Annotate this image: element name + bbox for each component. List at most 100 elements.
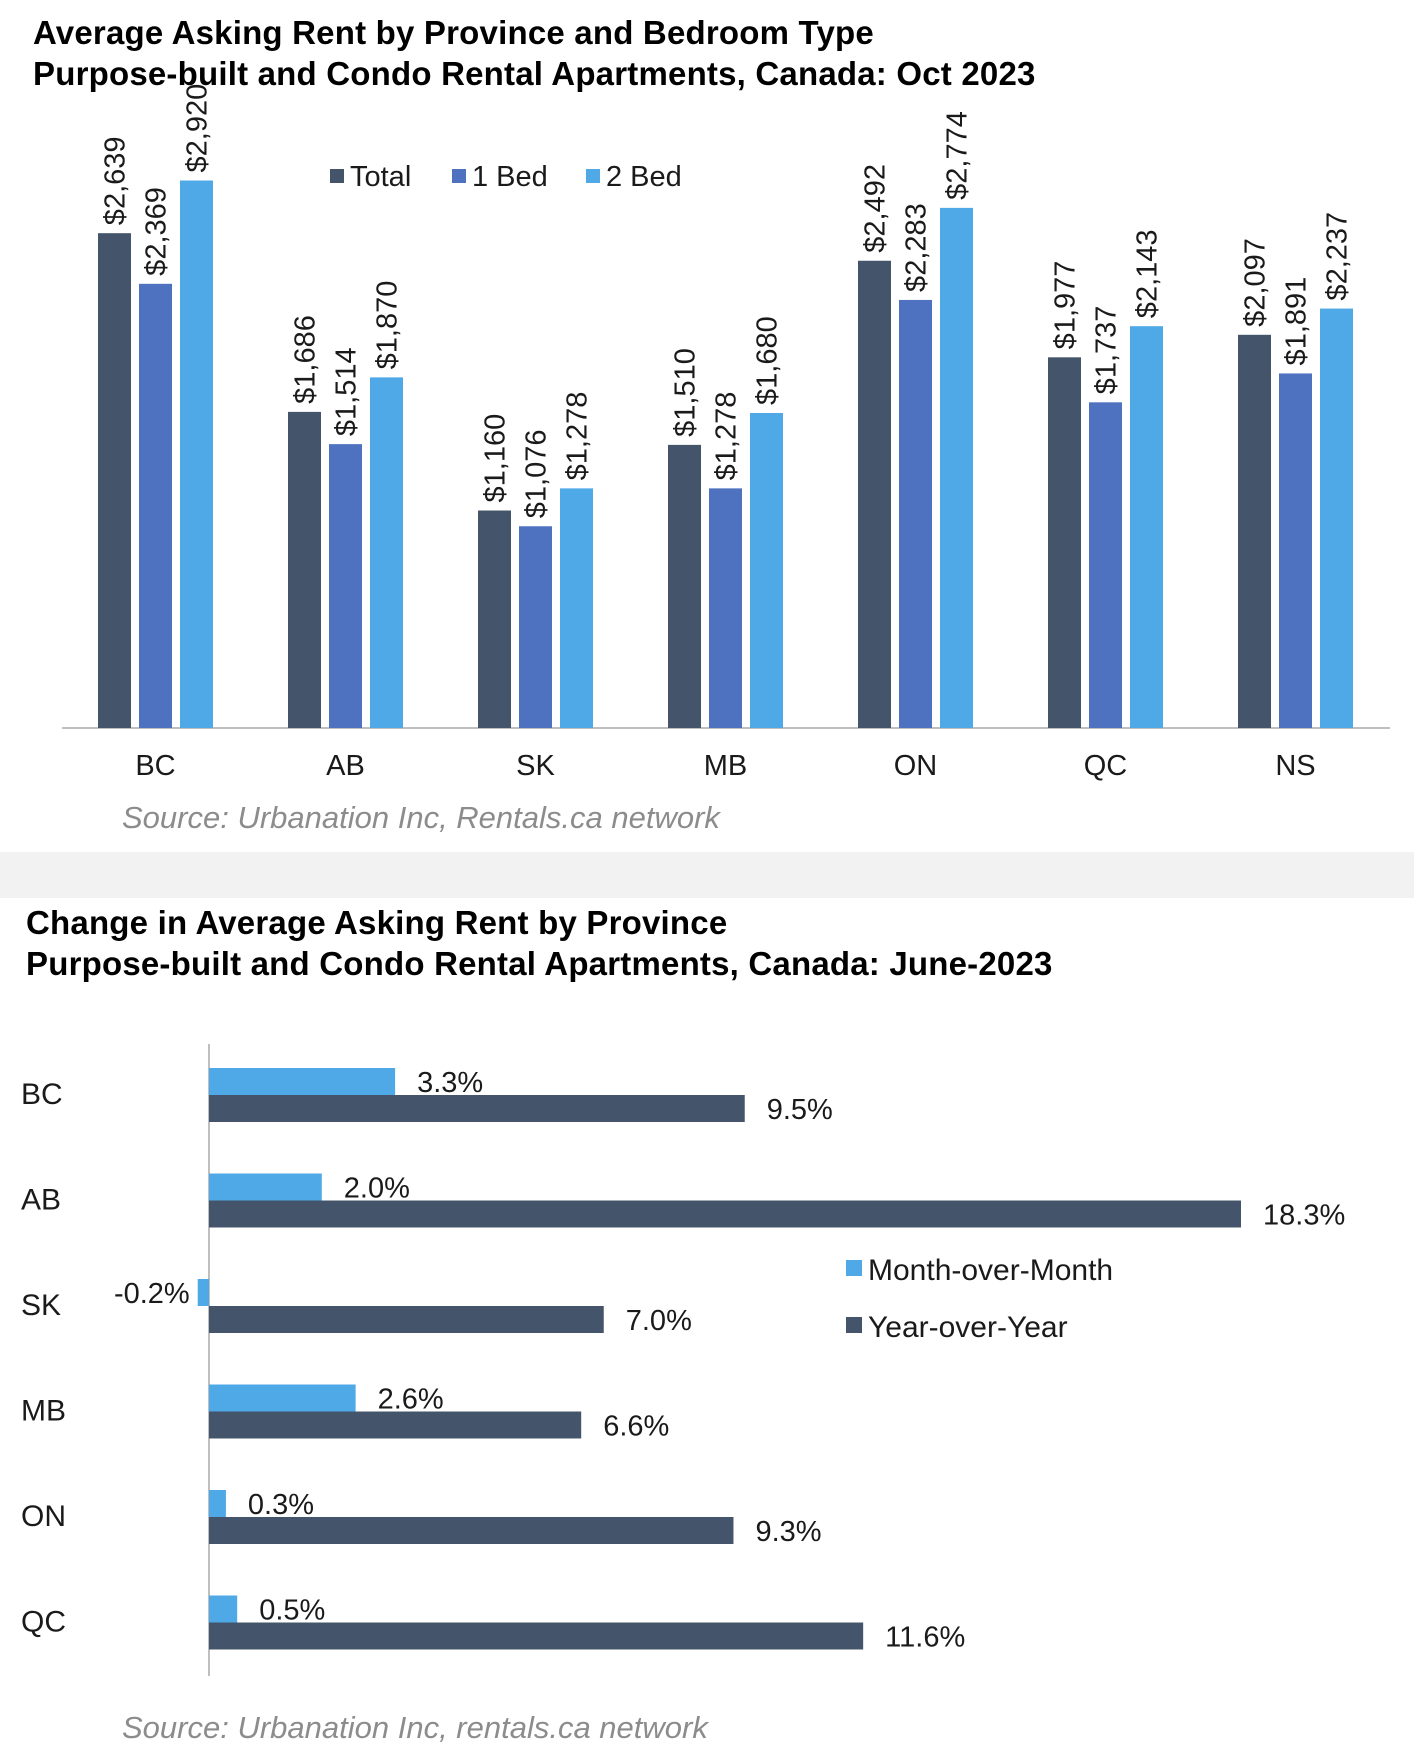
x-tick-label: SK	[516, 750, 555, 782]
legend-swatch-1-bed	[452, 169, 466, 183]
data-label: 0.3%	[248, 1489, 314, 1521]
chart2-subtitle: Purpose-built and Condo Rental Apartment…	[26, 945, 1053, 982]
chart1-subtitle: Purpose-built and Condo Rental Apartment…	[33, 55, 1036, 92]
data-label: 2.6%	[378, 1384, 444, 1416]
bar-ns-1-bed	[1279, 373, 1312, 728]
y-tick-label: QC	[21, 1606, 66, 1639]
chart1-title: Average Asking Rent by Province and Bedr…	[33, 12, 1036, 94]
x-tick-label: MB	[704, 750, 748, 782]
data-label: $2,774	[942, 111, 974, 200]
x-tick-label: NS	[1275, 750, 1315, 782]
data-label: 6.6%	[603, 1411, 669, 1443]
bar-bc-2-bed	[180, 180, 213, 728]
legend-label-total: Total	[350, 161, 411, 193]
data-label: $1,076	[521, 430, 553, 519]
x-tick-label: QC	[1084, 750, 1128, 782]
data-label: -0.2%	[114, 1278, 190, 1310]
data-label: $1,891	[1281, 277, 1313, 366]
data-label: $2,920	[182, 84, 214, 173]
data-label: $1,278	[711, 392, 743, 481]
data-label: 11.6%	[885, 1622, 965, 1654]
x-tick-label: AB	[326, 750, 365, 782]
bar-on-month-over-month	[209, 1490, 226, 1517]
bar-sk-1-bed	[519, 526, 552, 728]
data-label: 7.0%	[626, 1305, 692, 1337]
data-label: 9.5%	[767, 1094, 833, 1126]
y-tick-label: AB	[21, 1184, 61, 1217]
bar-qc-total	[1048, 357, 1081, 728]
rent-change-chart-panel: Change in Average Asking Rent by Provinc…	[0, 898, 1414, 1762]
bar-ns-total	[1238, 334, 1271, 728]
bar-bc-1-bed	[139, 283, 172, 728]
panel-divider	[0, 852, 1414, 898]
bar-on-total	[858, 260, 891, 728]
data-label: 3.3%	[417, 1067, 483, 1099]
chart2-title-line1: Change in Average Asking Rent by Provinc…	[26, 904, 728, 941]
bar-on-2-bed	[940, 207, 973, 728]
data-label: $1,680	[752, 316, 784, 405]
chart1-title-line1: Average Asking Rent by Province and Bedr…	[33, 14, 874, 51]
chart1-source: Source: Urbanation Inc, Rentals.ca netwo…	[122, 800, 720, 835]
data-label: $2,639	[100, 136, 132, 225]
x-tick-label: ON	[894, 750, 938, 782]
rent-by-bedroom-chart-panel: Average Asking Rent by Province and Bedr…	[0, 0, 1414, 852]
bar-sk-total	[478, 510, 511, 728]
data-label: $2,143	[1132, 229, 1164, 318]
data-label: $1,686	[290, 315, 322, 404]
bar-ab-year-over-year	[209, 1200, 1241, 1228]
data-label: $2,369	[141, 187, 173, 276]
bar-ab-total	[288, 411, 321, 728]
rent-by-bedroom-chart: Total 1 Bed 2 Bed $2,639 $2,369 $2,920 BC $1,68…	[62, 84, 1390, 782]
data-label: $2,097	[1240, 238, 1272, 327]
bar-on-1-bed	[899, 299, 932, 728]
bar-qc-1-bed	[1089, 402, 1122, 728]
data-label: $1,870	[372, 281, 404, 370]
data-label: 18.3%	[1263, 1200, 1345, 1232]
bar-mb-2-bed	[750, 413, 783, 728]
data-label: 0.5%	[259, 1595, 325, 1627]
x-tick-label: BC	[135, 750, 175, 782]
bar-bc-month-over-month	[209, 1068, 396, 1095]
bar-mb-month-over-month	[209, 1384, 356, 1412]
data-label: $1,977	[1050, 261, 1082, 350]
data-label: 9.3%	[755, 1516, 821, 1548]
data-label: $2,492	[860, 164, 892, 253]
bar-mb-1-bed	[709, 488, 742, 728]
data-label: $2,283	[901, 203, 933, 292]
data-label: $1,278	[562, 392, 594, 481]
chart2-source: Source: Urbanation Inc, rentals.ca netwo…	[122, 1710, 708, 1745]
bar-sk-2-bed	[560, 488, 593, 728]
legend-label-1-bed: 1 Bed	[472, 161, 548, 193]
y-tick-label: BC	[21, 1078, 63, 1111]
data-label: $1,510	[670, 348, 702, 437]
bar-ab-1-bed	[329, 444, 362, 728]
legend-label-2-bed: 2 Bed	[606, 161, 682, 193]
y-tick-label: ON	[21, 1500, 66, 1533]
bar-on-year-over-year	[209, 1517, 734, 1544]
bar-sk-month-over-month	[197, 1279, 209, 1306]
data-label: $1,514	[331, 347, 363, 436]
legend-swatch-year-over-year	[846, 1317, 862, 1333]
data-label: 2.0%	[344, 1173, 410, 1205]
bar-sk-year-over-year	[209, 1306, 604, 1333]
legend-label-month-over-month: Month-over-Month	[868, 1254, 1113, 1287]
chart2-title: Change in Average Asking Rent by Provinc…	[26, 902, 1053, 984]
bar-mb-total	[668, 444, 701, 728]
bar-ns-2-bed	[1320, 308, 1353, 728]
bar-qc-2-bed	[1130, 326, 1163, 728]
legend-swatch-total	[330, 169, 344, 183]
legend-swatch-2-bed	[586, 169, 600, 183]
y-tick-label: MB	[21, 1395, 66, 1428]
legend-swatch-month-over-month	[846, 1260, 862, 1276]
y-tick-label: SK	[21, 1289, 61, 1322]
data-label: $2,237	[1322, 212, 1354, 301]
rent-change-chart: BC 3.3% 9.5% AB 2.0% 18.3% SK -0.2% 7.0% MB 2.6% 6.…	[21, 1044, 1345, 1676]
bar-qc-year-over-year	[209, 1622, 864, 1650]
bar-qc-month-over-month	[209, 1595, 238, 1623]
bar-ab-month-over-month	[209, 1173, 322, 1201]
bar-mb-year-over-year	[209, 1411, 582, 1439]
legend-label-year-over-year: Year-over-Year	[868, 1311, 1068, 1344]
data-label: $1,737	[1091, 306, 1123, 395]
data-label: $1,160	[480, 414, 512, 503]
bar-bc-total	[98, 233, 131, 728]
